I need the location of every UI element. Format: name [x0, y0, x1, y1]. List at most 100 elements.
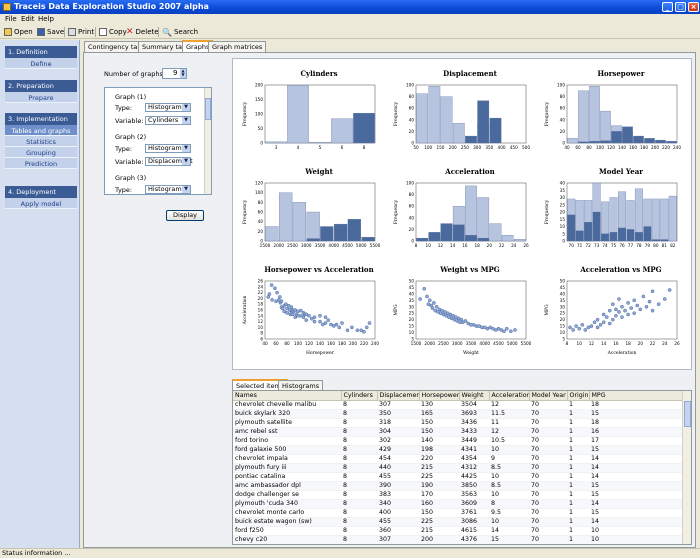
x-tick-label: 26	[523, 243, 529, 248]
graph-1-variable-select[interactable]: Cylinders ▼	[145, 116, 191, 125]
num-graphs-label: Number of graphs:	[104, 70, 166, 78]
column-header[interactable]: Names	[233, 391, 342, 401]
spinner-arrows-icon[interactable]: ▲ ▼	[180, 68, 186, 78]
table-row[interactable]: ford galaxie 500 8 429 198 4341 10 70 1 15	[233, 445, 683, 455]
y-axis-label: Acceleration	[242, 296, 248, 326]
print-button[interactable]: Print	[68, 27, 94, 37]
menu-file[interactable]: File	[5, 15, 17, 23]
nav-item-prepare[interactable]: Prepare	[5, 92, 77, 103]
column-header[interactable]: Cylinders	[341, 391, 378, 401]
graph-2-variable-select[interactable]: Displacement ▼	[145, 157, 193, 166]
graph-2-type-select[interactable]: Histogram ▼	[145, 144, 191, 153]
copy-button[interactable]: Copy	[99, 27, 127, 37]
scrollbar-thumb[interactable]	[205, 98, 211, 120]
column-header[interactable]: Horsepower	[419, 391, 460, 401]
chart-title: Horsepower	[597, 69, 644, 78]
graph-1-type-select[interactable]: Histogram ▼	[145, 103, 191, 112]
table-cell: 140	[419, 436, 459, 446]
table-row[interactable]: plymouth satellite 8 318 150 3436 11 70 1 18	[233, 418, 683, 428]
scatter-point	[312, 319, 317, 324]
menu-edit[interactable]: Edit	[21, 15, 35, 23]
y-tick-label: 35	[560, 298, 566, 303]
column-header[interactable]: Model Year	[529, 391, 568, 401]
delete-button[interactable]: ✕ Delete	[126, 27, 159, 37]
histogram-bar	[643, 226, 652, 242]
toolbar-separator	[95, 27, 96, 37]
y-tick-label: 50	[560, 279, 566, 284]
search-button[interactable]: 🔍 Search	[162, 27, 199, 37]
maximize-button[interactable]: □	[675, 2, 686, 12]
table-row[interactable]: plymouth fury iii 8 440 215 4312 8.5 70 1 14	[233, 463, 683, 473]
table-cell: 130	[419, 400, 459, 410]
table-row[interactable]: plymouth 'cuda 340 8 340 160 3609 8 70 1 14	[233, 499, 683, 509]
table-cell: 8	[341, 472, 377, 482]
x-tick-label: 80	[586, 145, 592, 150]
save-button[interactable]: Save	[37, 27, 64, 37]
nav-item-grouping[interactable]: Grouping	[5, 147, 77, 158]
x-tick-label: 250	[461, 145, 469, 150]
table-cell: 3433	[459, 427, 489, 437]
table-cell: 70	[529, 409, 567, 419]
nav-item-apply-model[interactable]: Apply model	[5, 198, 77, 209]
table-row[interactable]: chevrolet monte carlo 8 400 150 3761 9.5 70 1 15	[233, 508, 683, 518]
column-header[interactable]: Acceleration	[489, 391, 530, 401]
table-row[interactable]: pontiac catalina 8 455 225 4425 10 70 1 14	[233, 472, 683, 482]
table-row[interactable]: ford torino 8 302 140 3449 10.5 70 1 17	[233, 436, 683, 446]
display-button[interactable]: Display	[166, 210, 204, 221]
tab-histograms[interactable]: Histograms	[278, 380, 324, 391]
column-header[interactable]: Origin	[567, 391, 590, 401]
column-header[interactable]: Displacement	[377, 391, 420, 401]
table-cell: 17	[589, 436, 683, 446]
open-button[interactable]: Open	[4, 27, 33, 37]
scatter-point	[611, 302, 615, 306]
nav-group-definition: 1. Definition Define	[5, 46, 77, 69]
scatter-point	[422, 286, 427, 291]
x-tick-label: 20	[638, 341, 644, 346]
table-row[interactable]: amc ambassador dpl 8 390 190 3850 8.5 70 1 15	[233, 481, 683, 491]
nav-item-statistics[interactable]: Statistics	[5, 136, 77, 147]
scatter-point	[331, 324, 336, 328]
table-scrollbar[interactable]	[682, 391, 691, 544]
tab-graph-matrices[interactable]: Graph matrices	[208, 41, 267, 52]
table-cell: 1	[567, 526, 589, 536]
column-header[interactable]: MPG	[589, 391, 684, 401]
table-row[interactable]: amc rebel sst 8 304 150 3433 12 70 1 16	[233, 427, 683, 437]
table-row[interactable]: buick estate wagon (sw) 8 455 225 3086 10 70 1 1…	[233, 517, 683, 527]
scrollbar-thumb[interactable]	[684, 401, 691, 427]
table-cell: 8	[341, 508, 377, 518]
scatter-point	[304, 318, 309, 322]
table-row[interactable]: chevrolet impala 8 454 220 4354 9 70 1 14	[233, 454, 683, 464]
graph-3-type-select[interactable]: Histogram ▼	[145, 185, 191, 194]
table-cell: 3563	[459, 490, 489, 500]
nav-header: 2. Preparation	[5, 80, 77, 92]
table-cell: 307	[377, 535, 419, 544]
minimize-button[interactable]: _	[662, 2, 673, 12]
nav-item-tables-and-graphs[interactable]: Tables and graphs	[5, 125, 77, 136]
nav-item-define[interactable]: Define	[5, 58, 77, 69]
column-header[interactable]: Weight	[459, 391, 490, 401]
close-button[interactable]: ×	[688, 2, 699, 12]
table-row[interactable]: chevy c20 8 307 200 4376 15 70 1 10	[233, 535, 683, 544]
table-row[interactable]: ford f250 8 360 215 4615 14 70 1 10	[233, 526, 683, 536]
y-tick-label: 35	[560, 188, 566, 193]
table-body: chevrolet chevelle malibu 8 307 130 3504 12 70…	[233, 400, 683, 544]
chevron-down-icon: ▼	[182, 104, 190, 111]
histogram-bar	[626, 229, 635, 242]
table-cell: 1	[567, 517, 589, 527]
table-row[interactable]: buick skylark 320 8 350 165 3693 11.5 70 1 15	[233, 409, 683, 419]
graph-list-scrollbar[interactable]	[204, 88, 211, 194]
menu-help[interactable]: Help	[38, 15, 54, 23]
x-tick-label: 79	[645, 243, 651, 248]
x-tick-label: 14	[450, 243, 456, 248]
nav-item-prediction[interactable]: Prediction	[5, 158, 77, 169]
histogram-bar	[514, 239, 526, 242]
x-tick-label: 71	[577, 243, 583, 248]
table-row[interactable]: chevrolet chevelle malibu 8 307 130 3504 12 70…	[233, 400, 683, 410]
type-label: Type:	[115, 104, 133, 112]
scatter-point	[309, 316, 314, 321]
num-graphs-spinner[interactable]: 9 ▲ ▼	[162, 68, 187, 79]
x-tick-label: 22	[650, 341, 656, 346]
x-tick-label: 200	[349, 341, 357, 346]
table-cell: 150	[419, 427, 459, 437]
table-row[interactable]: dodge challenger se 8 383 170 3563 10 70 1 15	[233, 490, 683, 500]
